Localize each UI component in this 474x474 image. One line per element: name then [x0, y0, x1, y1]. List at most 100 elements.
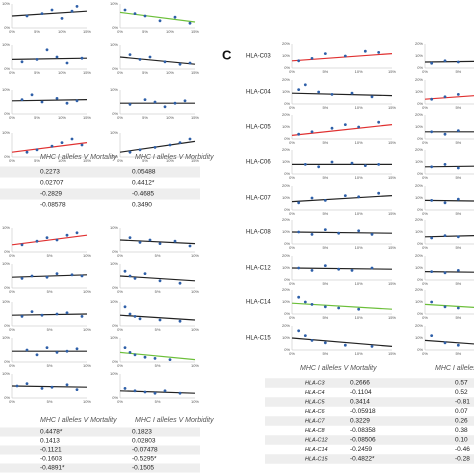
table-stripe	[0, 166, 200, 178]
y-tick-label: 0%	[417, 207, 423, 212]
point	[55, 351, 59, 354]
point	[303, 83, 307, 87]
y-tick-label: 10%	[282, 335, 290, 340]
point	[370, 233, 374, 236]
point	[188, 61, 192, 65]
table-cell: -0.2459	[350, 446, 372, 453]
x-tick-label: 15%	[191, 115, 199, 120]
point	[138, 148, 142, 152]
point	[143, 390, 147, 394]
point	[158, 279, 162, 283]
y-tick-label: 10%	[110, 299, 118, 304]
point	[443, 132, 447, 136]
x-tick-label: 5%	[322, 175, 328, 180]
point	[55, 312, 59, 316]
point	[15, 384, 19, 388]
x-tick-label: 10%	[191, 363, 199, 368]
point	[310, 196, 314, 200]
point	[65, 311, 69, 315]
y-tick-label: 0%	[112, 154, 118, 159]
trend-line	[291, 53, 393, 62]
y-tick-label: 0%	[417, 311, 423, 316]
y-tick-label: 20%	[282, 41, 290, 46]
caption: MHC I alleles V Mortality	[40, 417, 117, 424]
point	[377, 191, 381, 195]
y-tick-label: 10%	[415, 53, 423, 58]
table-cell: 0.1823	[132, 429, 152, 436]
y-tick-label: 0%	[284, 241, 290, 246]
x-tick-label: 5%	[34, 158, 40, 163]
point	[310, 130, 314, 134]
point	[50, 8, 54, 12]
point	[323, 52, 327, 55]
x-tick-label: 10%	[355, 69, 363, 74]
y-tick-label: 10%	[110, 130, 118, 135]
table-cell: HLA-C14	[305, 447, 328, 453]
point	[55, 272, 59, 275]
x-tick-label: 0%	[422, 175, 428, 180]
point	[297, 88, 301, 91]
x-tick-label: 15%	[83, 70, 91, 75]
table-stripe	[265, 435, 474, 445]
x-tick-label: 10%	[355, 211, 363, 216]
x-tick-label: 5%	[34, 115, 40, 120]
y-tick-label: 0%	[284, 171, 290, 176]
point	[65, 101, 69, 105]
point	[133, 277, 137, 280]
y-tick-label: 10%	[2, 87, 10, 92]
table-cell: 0.2273	[40, 169, 60, 176]
table-cell: HLA-C5	[305, 399, 326, 405]
point	[377, 51, 381, 54]
point	[323, 199, 327, 202]
x-tick-label: 0%	[9, 289, 15, 294]
x-tick-label: 5%	[155, 327, 161, 332]
point	[65, 61, 69, 65]
trend-line	[119, 140, 196, 153]
table-cell: 0.38	[455, 427, 468, 434]
y-tick-label: 10%	[415, 195, 423, 200]
table-cell: 0.02707	[40, 180, 64, 187]
point	[443, 234, 447, 238]
point	[123, 8, 127, 12]
y-tick-label: 10%	[110, 87, 118, 92]
point	[143, 272, 147, 275]
trend-line	[119, 351, 196, 361]
table-cell: 0.1413	[40, 438, 60, 445]
x-tick-label: 5%	[47, 399, 53, 404]
point	[188, 244, 192, 248]
x-tick-label: 0%	[9, 327, 15, 332]
x-tick-label: 0%	[289, 105, 295, 110]
table-cell: -0.81	[455, 399, 470, 406]
point	[310, 57, 314, 60]
x-tick-label: 0%	[422, 211, 428, 216]
point	[153, 100, 157, 104]
x-tick-label: 0%	[9, 399, 15, 404]
point	[297, 59, 301, 63]
table-cell: -0.46	[455, 446, 470, 453]
table-cell: 0.4478*	[40, 429, 63, 436]
point	[55, 238, 59, 242]
table-stripe	[0, 188, 200, 200]
point	[443, 305, 447, 309]
y-tick-label: 0%	[112, 25, 118, 30]
point	[178, 62, 182, 66]
point	[40, 313, 44, 317]
point	[363, 49, 367, 53]
x-tick-label: 0%	[117, 289, 123, 294]
point	[45, 346, 49, 349]
table-cell: -0.5295*	[132, 456, 157, 463]
point	[430, 61, 434, 65]
y-tick-label: 0%	[284, 277, 290, 282]
trend-line	[424, 303, 474, 308]
x-tick-label: 10%	[355, 351, 363, 356]
x-tick-label: 5%	[322, 281, 328, 286]
trend-line	[119, 275, 196, 282]
table-cell: -0.07478	[132, 447, 158, 454]
point	[456, 129, 460, 133]
point	[35, 148, 39, 152]
point	[133, 353, 137, 357]
x-tick-label: 15%	[388, 351, 396, 356]
y-tick-label: 0%	[417, 277, 423, 282]
point	[330, 126, 334, 130]
point	[297, 295, 301, 299]
